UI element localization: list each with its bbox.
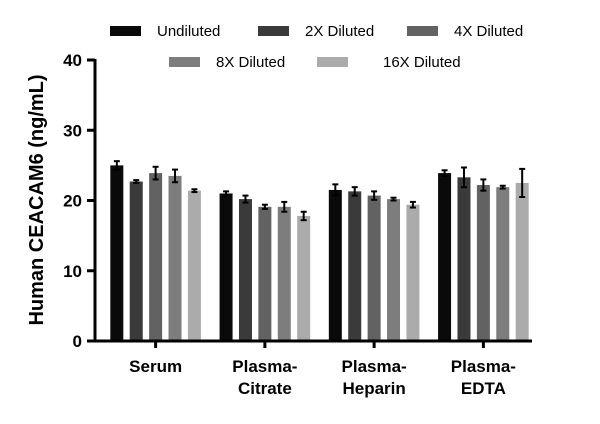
bar [149,173,163,341]
legend-label: Undiluted [157,23,220,40]
legend-label: 16X Diluted [383,54,461,71]
bar [168,175,182,341]
bars [110,165,529,341]
y-axis-title: Human CEACAM6 (ng/mL) [26,74,48,325]
bar [515,182,529,341]
legend-swatch [169,57,200,67]
legend-item: 16X Diluted [317,54,461,71]
legend-swatch [407,26,438,36]
y-tick-label: 0 [73,332,82,351]
y-tick-label: 30 [63,121,82,140]
y-tick-label: 40 [63,51,82,70]
bar [367,195,381,341]
plot-area: 0 10 20 30 40 Serum Plasma-Citrate Plasma-Hepa… [63,51,532,398]
legend-label: 4X Diluted [454,23,523,40]
bar [187,190,201,341]
legend-label: 2X Diluted [305,23,374,40]
legend: Undiluted 2X Diluted 4X Diluted 8X Diluted 1… [110,23,523,71]
x-category-label: Plasma-Citrate [232,357,297,398]
legend-item: Undiluted [110,23,220,40]
bar [476,185,490,341]
bar [277,206,291,341]
bar [297,215,311,341]
bar [238,199,252,341]
legend-label: 8X Diluted [216,54,285,71]
legend-swatch [110,26,141,36]
legend-swatch [258,26,289,36]
legend-swatch [317,57,348,67]
error-bars [113,160,526,222]
bar [457,177,471,341]
bar [348,191,362,341]
legend-item: 8X Diluted [169,54,285,71]
y-tick-label: 20 [63,192,82,211]
bar [438,173,452,341]
bar [328,189,342,341]
x-category-label: Serum [129,357,182,376]
bar [129,181,143,341]
bar [219,193,233,341]
bar [387,199,401,341]
legend-item: 4X Diluted [407,23,523,40]
y-axis-ticks: 0 10 20 30 40 [63,51,95,351]
bar [258,206,272,341]
legend-item: 2X Diluted [258,23,374,40]
x-category-label: Plasma-Heparin [342,357,407,398]
y-tick-label: 10 [63,262,82,281]
x-axis-categories: Serum Plasma-Citrate Plasma-Heparin Plasma-… [129,341,516,398]
bar [110,165,124,341]
bar [496,187,510,341]
x-category-label: Plasma-EDTA [451,357,516,398]
bar [406,204,420,341]
